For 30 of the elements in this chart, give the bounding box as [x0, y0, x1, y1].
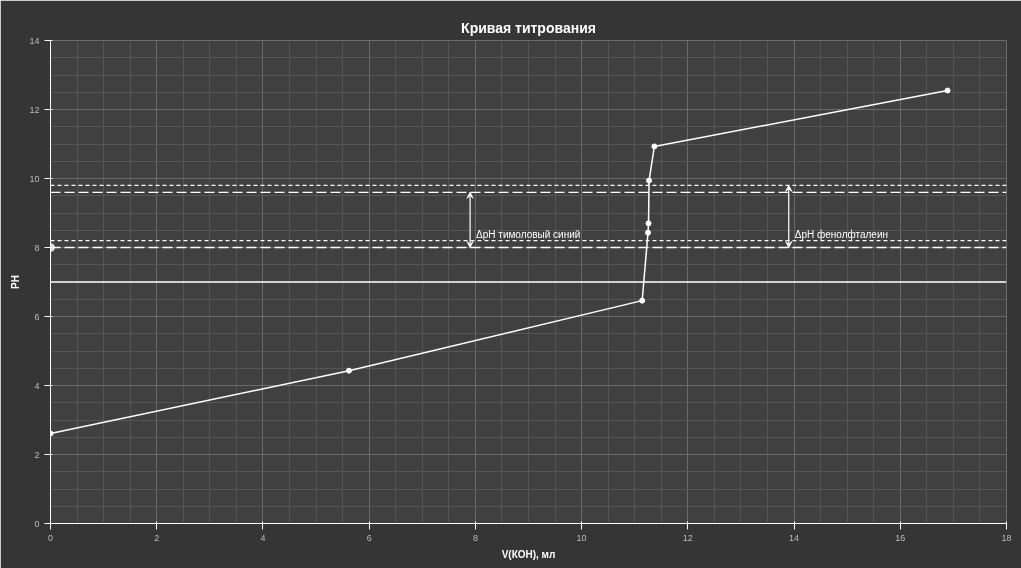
point: [944, 87, 951, 94]
point: [345, 367, 352, 374]
y-tick-label: 8: [34, 242, 40, 253]
point: [651, 143, 658, 150]
y-tick-label: 6: [34, 311, 40, 322]
annotation: ΔpH тимоловый синий: [476, 228, 581, 240]
x-tick-label: 14: [789, 532, 800, 543]
point: [645, 229, 651, 236]
point: [645, 220, 652, 227]
y-axis-title: PH: [10, 275, 22, 289]
y-tick-label: 4: [34, 380, 40, 391]
y-tick-label: 12: [29, 104, 40, 115]
point: [646, 177, 653, 184]
y-tick-label: 0: [34, 518, 40, 529]
x-tick-label: 8: [472, 532, 478, 543]
x-tick-label: 0: [48, 532, 54, 543]
x-tick-label: 18: [1001, 532, 1012, 543]
x-tick-label: 10: [576, 532, 587, 543]
chart-title: Кривая титрования: [461, 19, 596, 36]
point: [639, 297, 646, 304]
x-axis-title: V(КОН), мл: [501, 548, 556, 560]
y-tick-label: 10: [29, 173, 40, 184]
annotation: ΔpH фенолфталеин: [794, 228, 889, 240]
x-tick-label: 12: [682, 532, 693, 543]
x-tick-label: 4: [260, 532, 266, 543]
x-tick-label: 6: [366, 532, 372, 543]
x-tick-label: 2: [154, 532, 160, 543]
x-tick-label: 16: [895, 532, 906, 543]
y-tick-label: 2: [34, 449, 40, 460]
y-tick-label: 14: [29, 35, 40, 46]
